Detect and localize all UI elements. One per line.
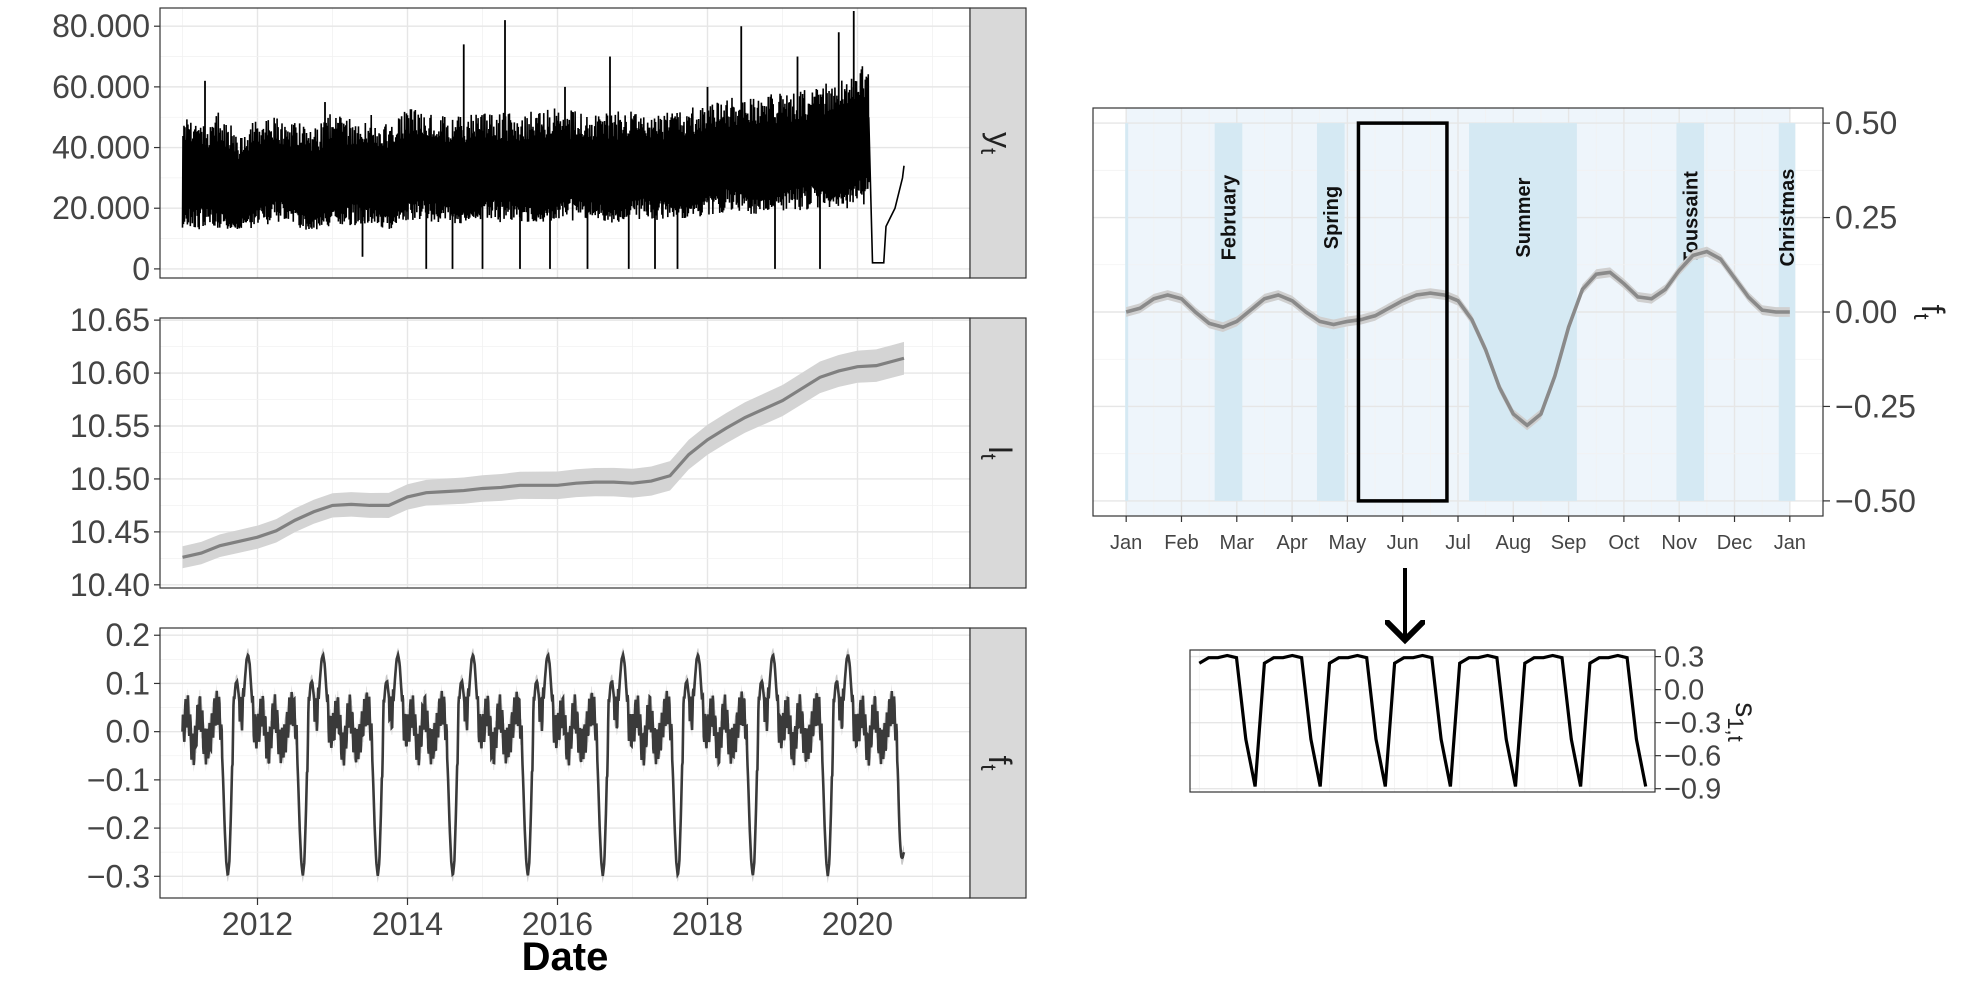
y-tick-label: 10.55 — [70, 408, 150, 444]
month-tick-label: Jan — [1774, 532, 1806, 554]
s1t-panel: −0.9−0.6−0.30.00.3 s1,t — [1189, 642, 1762, 806]
y-tick-label: 20.000 — [52, 190, 150, 226]
annual-y-tick-label: 0.50 — [1835, 105, 1897, 141]
holiday-label: Spring — [1321, 186, 1343, 249]
yt-line — [181, 66, 905, 264]
x-axis-label: Date — [522, 935, 609, 979]
lt-strip-label: lt — [976, 446, 1018, 459]
x-tick-label: 2012 — [222, 906, 293, 942]
holiday-label: February — [1218, 174, 1240, 260]
x-tick-label: 2018 — [672, 906, 743, 942]
holiday-label: Toussaint — [1680, 171, 1702, 264]
s1t-line — [1198, 653, 1648, 787]
yt-strip-label: yt — [976, 132, 1018, 154]
s1t-y-tick-label: −0.9 — [1664, 774, 1721, 806]
highlight-box — [1356, 121, 1449, 503]
s1t-y-tick-label: 0.0 — [1664, 675, 1704, 707]
ft-panel: ft −0.3 −0.2 −0.1 0.0 0.1 0.2 — [87, 617, 1027, 899]
annual-y-tick-label: 0.25 — [1835, 200, 1897, 236]
y-tick-label: 0 — [132, 251, 150, 287]
holiday-band: February — [1214, 123, 1243, 501]
month-tick-label: Sep — [1551, 532, 1587, 554]
month-tick-label: Jun — [1387, 532, 1419, 554]
x-tick-label: 2014 — [372, 906, 443, 942]
holiday-rect — [1214, 123, 1243, 501]
ft-strip-label: ft — [976, 755, 1018, 770]
lt-line — [182, 356, 905, 559]
holiday-rect — [1316, 123, 1345, 501]
annual-profile-axis-label: ft — [1909, 304, 1951, 319]
month-tick-label: Oct — [1608, 532, 1640, 554]
y-tick-label: −0.3 — [87, 858, 150, 894]
month-tick-label: Feb — [1164, 532, 1198, 554]
y-tick-label: 10.45 — [70, 514, 150, 550]
y-tick-label: 0.1 — [106, 665, 150, 701]
s1t-y-tick-label: −0.3 — [1664, 708, 1721, 740]
x-tick-label: 2020 — [822, 906, 893, 942]
y-tick-label: 80.000 — [52, 8, 150, 44]
month-tick-label: Mar — [1220, 532, 1255, 554]
holiday-label: Summer — [1513, 177, 1535, 257]
y-tick-label: 0.0 — [106, 714, 150, 750]
s1t-y-tick-label: −0.6 — [1664, 741, 1721, 773]
annual-y-tick-label: 0.00 — [1835, 294, 1897, 330]
month-tick-label: Nov — [1661, 532, 1697, 554]
month-tick-label: Apr — [1277, 532, 1308, 554]
month-tick-label: Jul — [1445, 532, 1471, 554]
yt-panel: yt 0 20.000 40.000 60.000 80.000 — [52, 7, 1027, 287]
ft-line — [181, 649, 906, 879]
holiday-rect — [1469, 123, 1577, 501]
holiday-rect — [1676, 123, 1705, 501]
lt-strip — [969, 317, 1027, 589]
month-tick-label: Dec — [1717, 532, 1753, 554]
holiday-band: Summer — [1469, 123, 1577, 501]
y-tick-label: 10.50 — [70, 461, 150, 497]
holiday-label: Christmas — [1777, 169, 1799, 267]
holiday-band: Toussaint — [1676, 123, 1705, 501]
lt-confidence-band — [182, 341, 904, 569]
holiday-band: Spring — [1316, 123, 1345, 501]
annual-profile-panel: February Spring Summer Toussaint Christmas −… — [1092, 105, 1951, 554]
y-tick-label: 10.65 — [70, 302, 150, 338]
y-tick-label: 0.2 — [106, 617, 150, 653]
s1t-axis-label: s1,t — [1723, 702, 1762, 741]
month-tick-label: May — [1328, 532, 1366, 554]
month-tick-label: Jan — [1110, 532, 1142, 554]
annual-profile-line — [1125, 249, 1790, 428]
s1t-y-tick-label: 0.3 — [1664, 642, 1704, 674]
ft-strip — [969, 627, 1027, 899]
annual-y-tick-label: −0.25 — [1835, 388, 1916, 424]
y-tick-label: −0.2 — [87, 810, 150, 846]
month-tick-label: Aug — [1496, 532, 1532, 554]
yt-strip — [969, 7, 1027, 279]
y-tick-label: 40.000 — [52, 130, 150, 166]
y-tick-label: 60.000 — [52, 69, 150, 105]
x-tick-label: 2016 — [522, 906, 593, 942]
y-tick-label: 10.60 — [70, 355, 150, 391]
yt-series-line — [181, 11, 905, 269]
y-tick-label: 10.40 — [70, 567, 150, 603]
y-tick-label: −0.1 — [87, 762, 150, 798]
annual-y-tick-label: −0.50 — [1835, 483, 1916, 519]
lt-panel: lt 10.40 10.45 10.50 10.55 10.60 10.65 — [70, 302, 1027, 603]
